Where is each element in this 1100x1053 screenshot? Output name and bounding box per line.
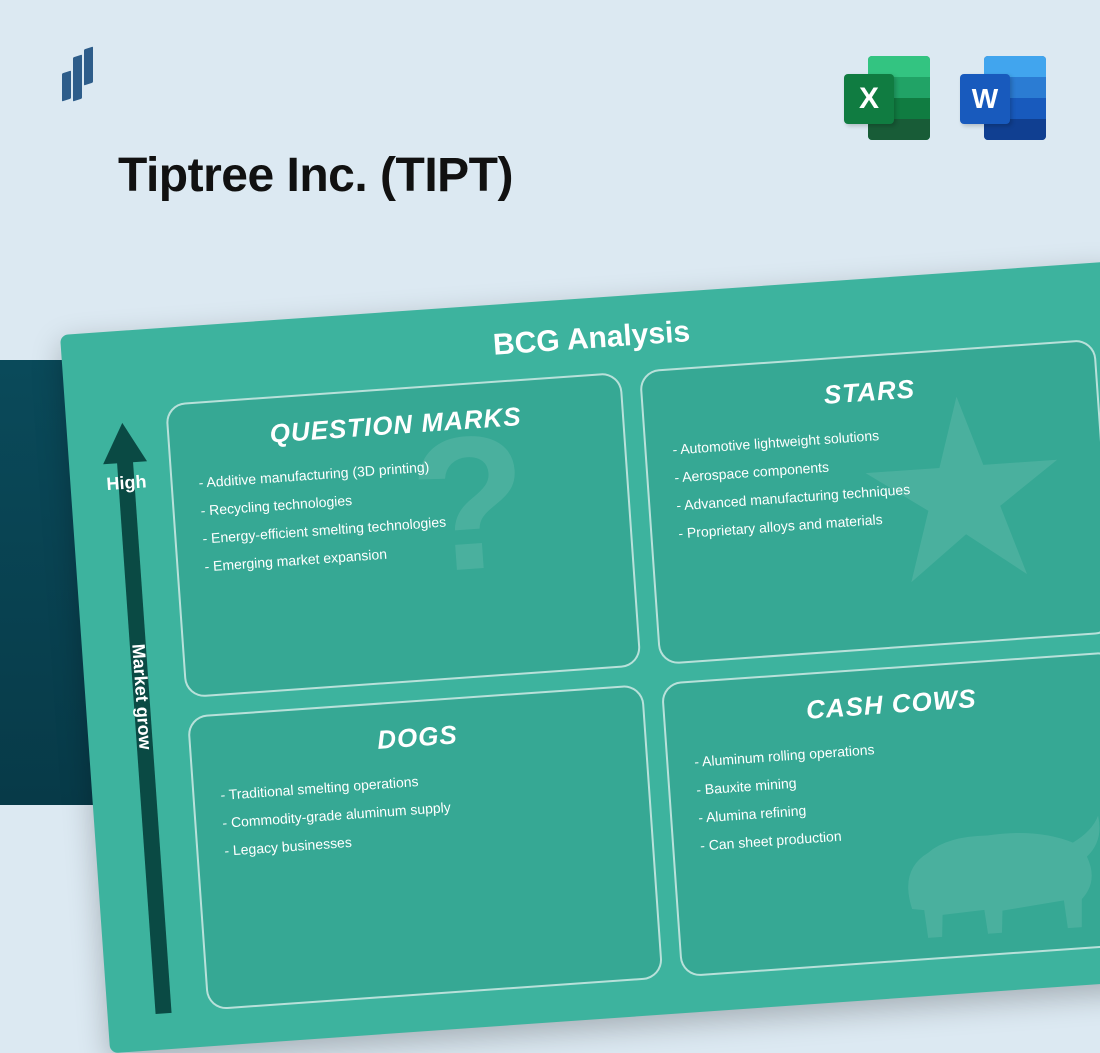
quadrant-items: Traditional smelting operations Commodit…: [219, 753, 625, 865]
word-icon: W: [956, 50, 1052, 146]
quadrant-items: Aluminum rolling operations Bauxite mini…: [693, 720, 1100, 860]
bcg-card: BCG Analysis High Market grow ? QUESTION…: [60, 261, 1100, 1053]
file-type-icons: X W: [840, 50, 1052, 146]
quadrant-items: Additive manufacturing (3D printing) Rec…: [198, 441, 606, 581]
y-axis-high-label: High: [106, 471, 147, 495]
quadrant-question-marks: ? QUESTION MARKS Additive manufacturing …: [165, 372, 641, 698]
quadrant-items: Automotive lightweight solutions Aerospa…: [672, 408, 1080, 548]
bcg-grid: ? QUESTION MARKS Additive manufacturing …: [165, 339, 1100, 1011]
quadrant-dogs: DOGS Traditional smelting operations Com…: [187, 684, 663, 1010]
page-title: Tiptree Inc. (TIPT): [118, 148, 513, 203]
y-axis-label: Market grow: [127, 643, 155, 750]
excel-letter: X: [844, 74, 894, 124]
quadrant-cash-cows: CASH COWS Aluminum rolling operations Ba…: [661, 651, 1100, 977]
quadrant-stars: STARS Automotive lightweight solutions A…: [639, 339, 1100, 665]
excel-icon: X: [840, 50, 936, 146]
word-letter: W: [960, 74, 1010, 124]
brand-logo-icon: [62, 48, 104, 104]
arrow-up-icon: [100, 421, 147, 464]
